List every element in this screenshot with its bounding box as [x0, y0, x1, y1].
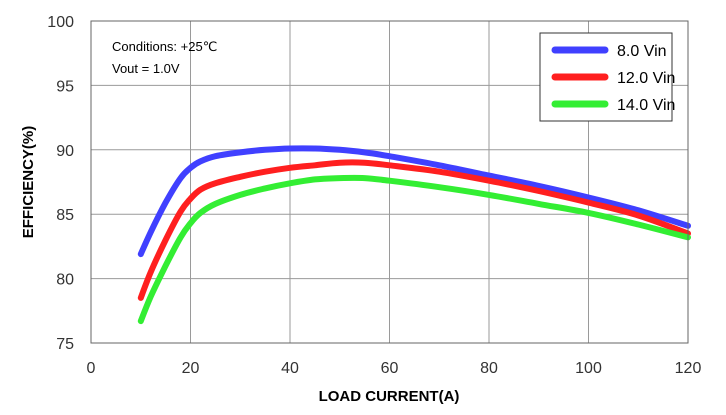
plot-area-frame	[90, 20, 689, 344]
legend-label-12vin: 12.0 Vin	[617, 70, 675, 87]
tick-labels: 0 20 40 60 80 100 120 75 80 85 90 95 100	[47, 14, 701, 377]
y-tick-label: 90	[56, 143, 74, 160]
x-tick-label: 20	[182, 360, 200, 377]
y-tick-label: 95	[56, 78, 74, 95]
series-lines	[137, 145, 691, 325]
x-axis-title: LOAD CURRENT(A)	[319, 388, 460, 405]
series-line-120vin	[137, 159, 691, 301]
x-tick-label: 120	[675, 360, 702, 377]
x-tick-label: 80	[480, 360, 498, 377]
y-tick-label: 75	[56, 336, 74, 353]
y-axis-title: EFFICIENCY(%)	[20, 126, 37, 239]
series-line-140vin	[137, 174, 691, 325]
annotation-conditions: Conditions: +25℃	[112, 39, 217, 54]
series-line-80vin	[137, 145, 691, 258]
y-tick-label: 85	[56, 207, 74, 224]
legend-label-8vin: 8.0 Vin	[617, 43, 667, 60]
x-tick-label: 100	[575, 360, 602, 377]
x-tick-label: 0	[87, 360, 96, 377]
y-tick-label: 80	[56, 272, 74, 289]
legend: 8.0 Vin 12.0 Vin 14.0 Vin	[539, 32, 675, 122]
y-tick-label: 100	[47, 14, 74, 31]
x-tick-label: 40	[281, 360, 299, 377]
annotation-vout: Vout = 1.0V	[112, 61, 180, 76]
x-tick-label: 60	[381, 360, 399, 377]
legend-label-14vin: 14.0 Vin	[617, 97, 675, 114]
